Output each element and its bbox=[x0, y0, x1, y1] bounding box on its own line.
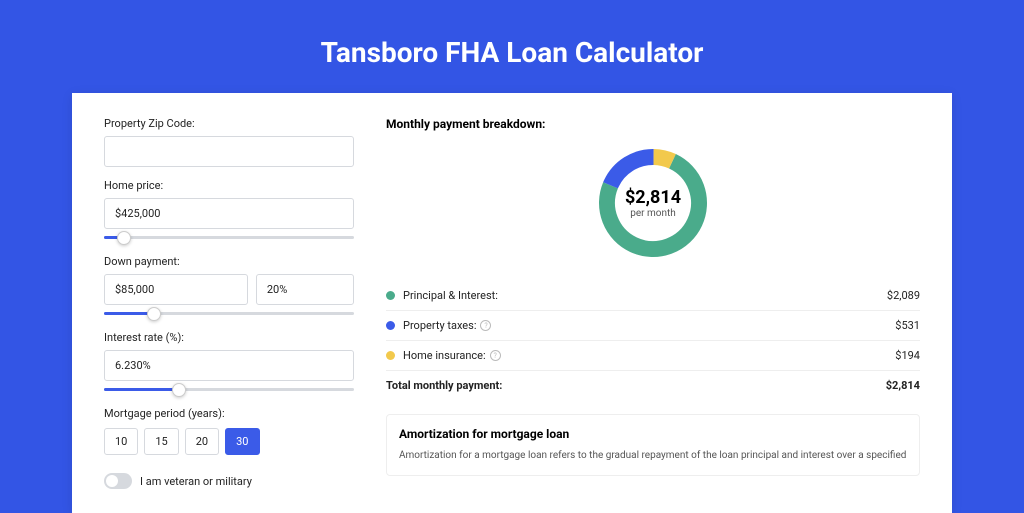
amortization-title: Amortization for mortgage loan bbox=[399, 427, 907, 441]
interest-input[interactable] bbox=[104, 350, 354, 381]
donut-chart: $2,814 per month bbox=[386, 143, 920, 263]
donut-amount: $2,814 bbox=[625, 187, 681, 208]
breakdown-value: $2,089 bbox=[887, 289, 920, 302]
down-payment-slider[interactable] bbox=[104, 307, 354, 321]
legend-dot bbox=[386, 321, 395, 330]
breakdown-column: Monthly payment breakdown: $2,814 per mo… bbox=[386, 117, 920, 489]
legend-dot bbox=[386, 351, 395, 360]
period-btn-15[interactable]: 15 bbox=[144, 428, 178, 455]
amortization-text: Amortization for a mortgage loan refers … bbox=[399, 449, 907, 463]
home-price-label: Home price: bbox=[104, 179, 354, 192]
breakdown-label: Property taxes:? bbox=[403, 319, 895, 332]
legend-dot bbox=[386, 291, 395, 300]
veteran-toggle[interactable] bbox=[104, 473, 132, 489]
zip-label: Property Zip Code: bbox=[104, 117, 354, 130]
total-label: Total monthly payment: bbox=[386, 379, 886, 392]
amortization-section: Amortization for mortgage loan Amortizat… bbox=[386, 414, 920, 476]
interest-slider[interactable] bbox=[104, 383, 354, 397]
total-value: $2,814 bbox=[886, 379, 920, 392]
breakdown-total-row: Total monthly payment:$2,814 bbox=[386, 370, 920, 400]
donut-sub: per month bbox=[625, 208, 681, 219]
home-price-slider[interactable] bbox=[104, 231, 354, 245]
period-label: Mortgage period (years): bbox=[104, 407, 354, 420]
form-column: Property Zip Code: Home price: Down paym… bbox=[104, 117, 354, 489]
down-payment-pct-input[interactable] bbox=[256, 274, 354, 305]
info-icon[interactable]: ? bbox=[490, 350, 501, 361]
period-btn-10[interactable]: 10 bbox=[104, 428, 138, 455]
breakdown-row: Home insurance:?$194 bbox=[386, 340, 920, 370]
interest-label: Interest rate (%): bbox=[104, 331, 354, 344]
home-price-input[interactable] bbox=[104, 198, 354, 229]
breakdown-label: Home insurance:? bbox=[403, 349, 895, 362]
period-options: 1015 2030 bbox=[104, 428, 354, 455]
zip-input[interactable] bbox=[104, 136, 354, 167]
down-payment-input[interactable] bbox=[104, 274, 248, 305]
period-btn-20[interactable]: 20 bbox=[185, 428, 219, 455]
period-btn-30[interactable]: 30 bbox=[225, 428, 259, 455]
down-payment-label: Down payment: bbox=[104, 255, 354, 268]
veteran-row: I am veteran or military bbox=[104, 473, 354, 489]
info-icon[interactable]: ? bbox=[480, 320, 491, 331]
page-title: Tansboro FHA Loan Calculator bbox=[0, 0, 1024, 93]
breakdown-value: $531 bbox=[895, 319, 920, 332]
breakdown-row: Property taxes:?$531 bbox=[386, 310, 920, 340]
breakdown-title: Monthly payment breakdown: bbox=[386, 117, 920, 131]
breakdown-value: $194 bbox=[895, 349, 920, 362]
breakdown-list: Principal & Interest:$2,089Property taxe… bbox=[386, 281, 920, 400]
breakdown-label: Principal & Interest: bbox=[403, 289, 887, 302]
breakdown-row: Principal & Interest:$2,089 bbox=[386, 281, 920, 310]
veteran-label: I am veteran or military bbox=[140, 475, 252, 488]
calculator-panel: Property Zip Code: Home price: Down paym… bbox=[72, 93, 952, 513]
donut-center: $2,814 per month bbox=[625, 187, 681, 219]
